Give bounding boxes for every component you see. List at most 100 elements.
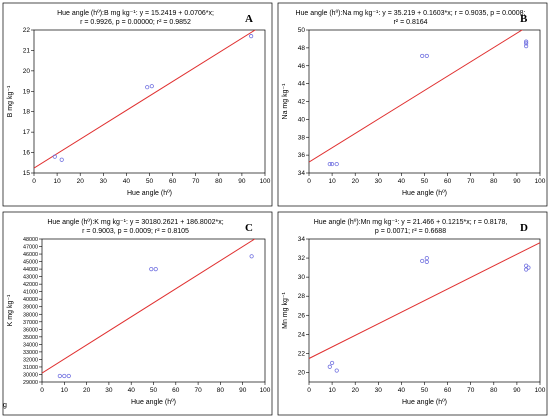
y-tick-label: 19: [23, 88, 31, 95]
x-tick-label: 30: [100, 178, 108, 185]
x-tick-label: 70: [467, 387, 475, 394]
x-tick-label: 80: [215, 178, 223, 185]
x-tick-label: 50: [146, 178, 154, 185]
data-point: [329, 161, 335, 167]
y-tick-label: 30000: [23, 372, 38, 378]
panel-letter: C: [245, 222, 253, 234]
data-point: [145, 85, 150, 90]
panel-d: Hue angle (hº):Mn mg kg⁻¹: y = 21.466 + …: [275, 209, 550, 418]
data-point: [526, 265, 531, 270]
y-tick-label: 22: [298, 350, 306, 357]
corner-mark: g: [3, 402, 7, 409]
panel-c: Hue angle (hº):K mg kg⁻¹: y = 30180.2621…: [0, 209, 275, 418]
x-tick-label: 30: [375, 387, 383, 394]
panel-b: Hue angle (hº):Na mg kg⁻¹: y = 35.219 + …: [275, 0, 550, 209]
regression-line: [309, 242, 540, 359]
y-tick-label: 24: [298, 331, 306, 338]
x-tick-label: 90: [239, 387, 247, 394]
y-tick-label: 29000: [23, 380, 38, 386]
y-tick-label: 48000: [23, 237, 38, 243]
data-point: [149, 267, 154, 272]
y-axis-label: K mg kg⁻¹: [7, 294, 14, 326]
y-tick-label: 42000: [23, 282, 38, 288]
data-point: [249, 254, 254, 259]
x-tick-label: 60: [172, 387, 180, 394]
y-tick-label: 44: [298, 81, 306, 88]
x-tick-label: 30: [375, 178, 383, 185]
x-tick-label: 90: [238, 178, 246, 185]
x-tick-label: 0: [307, 178, 311, 185]
x-tick-label: 40: [128, 387, 136, 394]
y-tick-label: 36000: [23, 327, 38, 333]
y-tick-label: 32000: [23, 357, 38, 363]
data-point: [327, 364, 332, 369]
panel-letter: A: [245, 13, 253, 25]
x-axis-label: Hue angle (hº): [402, 190, 447, 197]
y-tick-label: 47000: [23, 245, 38, 251]
y-axis-label: Na mg kg⁻¹: [282, 83, 289, 120]
data-point: [524, 39, 529, 44]
x-tick-label: 50: [421, 178, 429, 185]
y-tick-label: 45000: [23, 260, 38, 266]
y-tick-label: 22: [23, 27, 31, 34]
y-tick-label: 34: [298, 170, 306, 177]
x-tick-label: 20: [352, 387, 360, 394]
x-tick-label: 70: [467, 178, 475, 185]
y-tick-label: 20: [298, 369, 306, 376]
x-tick-label: 0: [307, 387, 311, 394]
data-point: [52, 154, 57, 159]
x-tick-label: 60: [444, 387, 452, 394]
data-point: [424, 259, 429, 264]
regression-line: [34, 30, 257, 169]
y-tick-label: 38000: [23, 312, 38, 318]
y-tick-label: 36: [298, 152, 306, 159]
y-tick-label: 32: [298, 255, 306, 262]
y-tick-label: 50: [298, 27, 306, 34]
y-tick-label: 37000: [23, 320, 38, 326]
data-point: [424, 53, 429, 59]
x-tick-label: 90: [513, 387, 521, 394]
x-tick-label: 20: [83, 387, 91, 394]
x-tick-label: 80: [217, 387, 225, 394]
x-tick-label: 60: [444, 178, 452, 185]
y-tick-label: 18: [23, 109, 31, 116]
x-tick-label: 50: [421, 387, 429, 394]
panel-a: Hue angle (hº):B mg kg⁻¹: y = 15.2419 + …: [0, 0, 275, 209]
x-tick-label: 80: [490, 178, 498, 185]
y-tick-label: 35000: [23, 335, 38, 341]
x-tick-label: 80: [490, 387, 498, 394]
y-tick-label: 21: [23, 47, 31, 54]
data-point: [420, 258, 425, 264]
panel-letter: D: [520, 222, 528, 234]
y-tick-label: 31000: [23, 365, 38, 371]
chart-title-line1: Hue angle (hº):Na mg kg⁻¹: y = 35.219 + …: [295, 10, 525, 17]
chart-title-line2: r = 0.9003, p = 0.0009; r² = 0.8105: [82, 228, 189, 235]
x-tick-label: 70: [192, 178, 200, 185]
y-tick-label: 43000: [23, 275, 38, 281]
data-point: [334, 161, 339, 167]
chart-title-line2: r = 0.9926, p = 0.00000; r² = 0.9852: [80, 19, 191, 26]
y-tick-label: 46000: [23, 252, 38, 258]
x-axis-label: Hue angle (hº): [131, 399, 176, 406]
y-tick-label: 40000: [23, 297, 38, 303]
x-tick-label: 100: [535, 387, 546, 394]
x-tick-label: 90: [513, 178, 521, 185]
x-tick-label: 40: [398, 178, 406, 185]
y-tick-label: 34000: [23, 342, 38, 348]
y-tick-label: 38: [298, 134, 306, 141]
x-tick-label: 10: [61, 387, 69, 394]
y-tick-label: 41000: [23, 290, 38, 296]
y-tick-label: 44000: [23, 267, 38, 273]
y-axis-label: B mg kg⁻¹: [7, 85, 14, 117]
x-tick-label: 40: [123, 178, 131, 185]
regression-line: [42, 239, 256, 374]
plot-area: [308, 238, 541, 383]
y-tick-label: 26: [298, 312, 306, 319]
data-point: [334, 368, 339, 373]
chart-c: Hue angle (hº):K mg kg⁻¹: y = 30180.2621…: [2, 211, 273, 416]
x-tick-label: 10: [328, 387, 336, 394]
data-point: [524, 43, 529, 49]
x-tick-label: 20: [352, 178, 360, 185]
regression-line: [309, 30, 523, 163]
x-tick-label: 100: [260, 387, 271, 394]
